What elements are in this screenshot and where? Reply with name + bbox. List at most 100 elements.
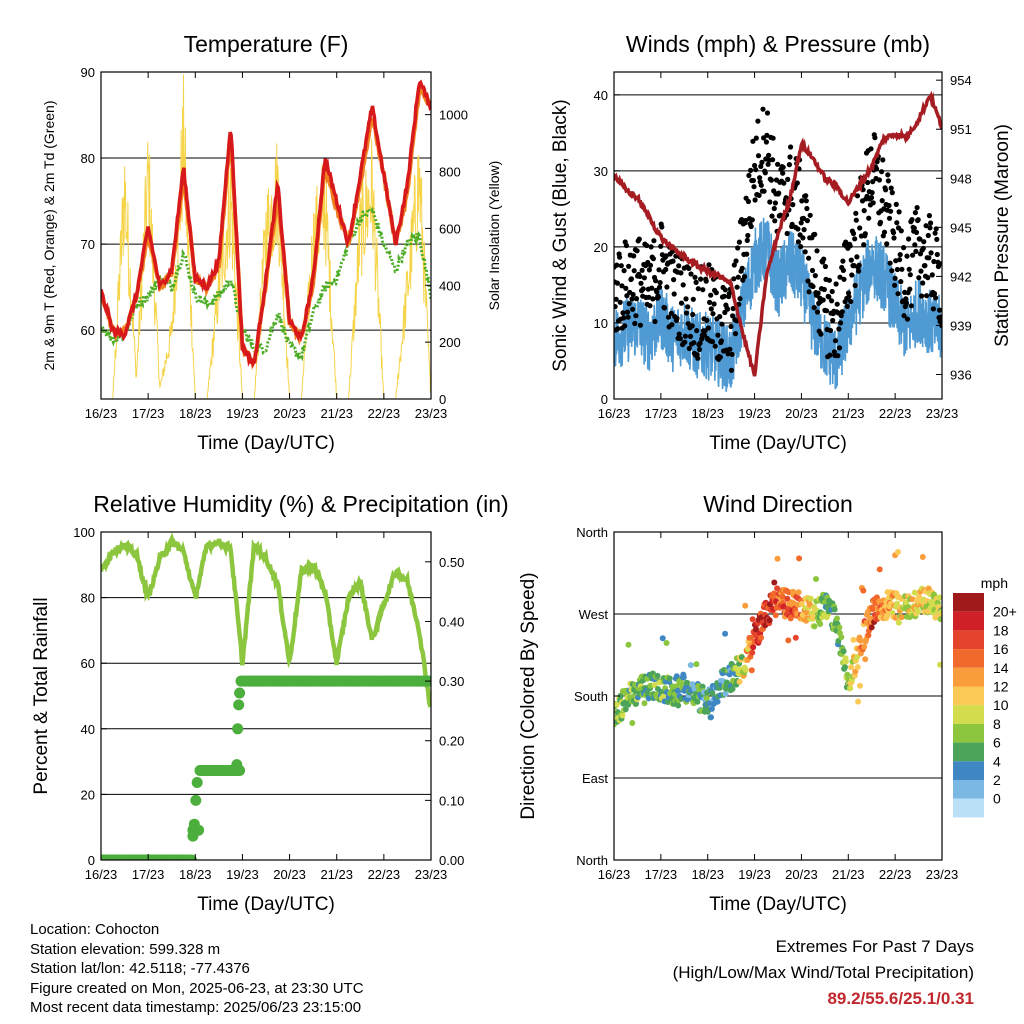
gust-point [922, 263, 928, 269]
gust-point [923, 223, 929, 229]
colorbar-label: 10 [993, 697, 1009, 713]
colorbar-label: 0 [993, 791, 1001, 807]
gust-point [836, 345, 843, 351]
direction-point [869, 606, 876, 613]
gust-point [717, 314, 723, 320]
gust-point [789, 221, 795, 227]
gust-point [698, 276, 704, 282]
gust-point [907, 272, 913, 278]
direction-point [617, 692, 624, 699]
colorbar-label: 12 [993, 679, 1009, 695]
gust-point [927, 225, 933, 231]
direction-point [798, 600, 805, 607]
y2-axis-label: Station Pressure (Maroon) [992, 124, 1013, 347]
gust-point [909, 217, 915, 223]
gust-point [862, 231, 868, 237]
y-tick-label: 20 [81, 787, 95, 802]
gust-point [695, 286, 701, 292]
y-axis-label: 2m & 9m T (Red, Orange) & 2m Td (Green) [41, 101, 57, 371]
direction-point [689, 681, 696, 688]
gust-point [697, 340, 703, 346]
gust-point [818, 331, 824, 337]
gust-point [677, 336, 683, 342]
y2-tick-label: 0 [439, 392, 446, 407]
direction-point [622, 706, 629, 713]
gust-point [906, 266, 912, 272]
y2-tick-label: 951 [950, 122, 972, 137]
gust-point [790, 202, 796, 208]
gust-point [794, 180, 800, 186]
precip-point [191, 777, 203, 788]
y-tick-label: 80 [81, 151, 95, 166]
gust-point [637, 322, 644, 328]
gust-point [729, 351, 735, 357]
gust-point [727, 346, 733, 352]
direction-point [807, 595, 814, 602]
gust-point [821, 256, 827, 262]
direction-point [772, 612, 779, 619]
y-tick-label: East [582, 771, 608, 786]
extremes-box: Extremes For Past 7 Days (High/Low/Max W… [673, 934, 974, 1012]
gust-point [678, 270, 684, 276]
y-tick-label: North [576, 525, 608, 540]
gust-point [925, 275, 931, 281]
gust-point [746, 172, 752, 179]
direction-point [619, 712, 626, 719]
gust-point [822, 263, 829, 270]
gust-point [937, 318, 942, 325]
gust-point [876, 177, 883, 183]
gust-point [854, 254, 860, 260]
colorbar-label: 6 [993, 735, 1001, 751]
gust-point [663, 253, 669, 259]
direction-point [729, 686, 736, 692]
gust-point [674, 315, 680, 321]
y-axis-label: Sonic Wind & Gust (Blue, Black) [550, 99, 571, 371]
gust-point [715, 332, 721, 338]
gust-point [888, 185, 894, 191]
direction-point [937, 616, 942, 623]
gust-point [926, 213, 933, 219]
gust-point [798, 244, 804, 250]
gust-point [722, 287, 728, 293]
x-axis-label: Time (Day/UTC) [709, 894, 847, 915]
gust-point [622, 323, 628, 329]
direction-point [895, 549, 901, 555]
gust-point [772, 200, 779, 206]
gust-point [700, 287, 706, 293]
direction-point [742, 602, 749, 609]
gust-point [928, 250, 934, 256]
gust-point [850, 230, 857, 237]
gust-point [870, 179, 876, 185]
direction-point [857, 637, 864, 644]
gust-point [690, 296, 696, 302]
gust-point [710, 311, 716, 317]
extremes-values: 89.2/55.6/25.1/0.31 [827, 989, 974, 1008]
gust-point [799, 198, 805, 204]
gust-point [801, 227, 807, 233]
gust-point [821, 286, 827, 293]
gust-point [891, 235, 897, 241]
gust-point [753, 135, 759, 141]
gust-point [910, 252, 916, 258]
gust-point [810, 283, 816, 290]
direction-point [803, 609, 810, 616]
gust-point [726, 291, 732, 297]
y-axis-label: Percent & Total Rainfall [31, 597, 52, 794]
y-axis-label: Direction (Colored By Speed) [518, 572, 539, 819]
gust-point [628, 276, 635, 282]
gust-point [839, 309, 845, 315]
gust-point [938, 261, 942, 267]
gust-point [695, 355, 701, 361]
y2-tick-label: 200 [439, 335, 461, 350]
gust-point [614, 296, 619, 302]
y-tick-label: 60 [81, 656, 95, 671]
gust-point [719, 321, 725, 327]
gust-point [707, 299, 713, 305]
gust-point [752, 197, 758, 203]
y2-tick-label: 945 [950, 220, 972, 235]
y2-tick-label: 1000 [439, 108, 468, 123]
gust-point [827, 327, 834, 334]
precip-point [231, 759, 243, 771]
colorbar-swatch [953, 780, 984, 799]
x-tick-label: 17/23 [132, 867, 165, 882]
